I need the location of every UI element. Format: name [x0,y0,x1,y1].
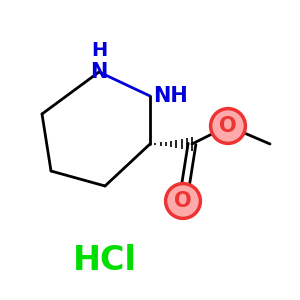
Circle shape [166,184,200,218]
Text: O: O [174,191,192,211]
Text: NH: NH [153,86,188,106]
Text: O: O [219,116,237,136]
Text: N: N [90,62,108,82]
Text: H: H [91,41,107,60]
Circle shape [211,109,245,143]
Text: HCl: HCl [73,244,137,278]
